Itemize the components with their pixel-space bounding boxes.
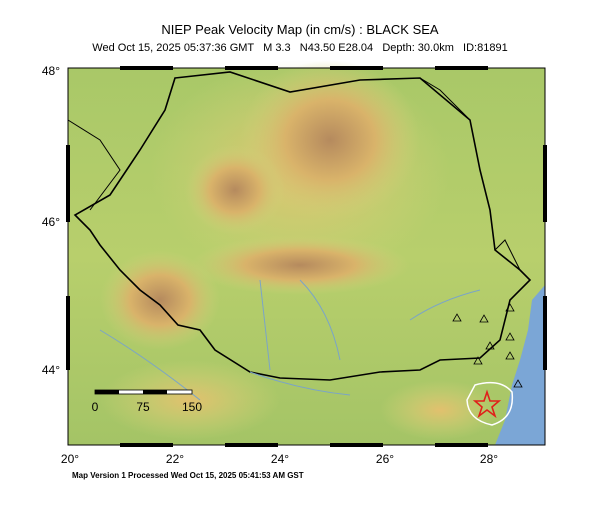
country-border bbox=[73, 71, 532, 381]
relief bbox=[240, 60, 420, 220]
lat-label: 46° bbox=[42, 215, 60, 229]
scale-label: 0 bbox=[92, 400, 99, 414]
frame-checks bbox=[66, 66, 547, 447]
epicenter bbox=[472, 389, 502, 419]
subtitle: Wed Oct 15, 2025 05:37:36 GMT M 3.3 N43.… bbox=[92, 42, 507, 54]
lat-label: 48° bbox=[42, 64, 60, 78]
frame bbox=[67, 67, 546, 446]
border bbox=[67, 77, 521, 271]
lon-label: 28° bbox=[480, 452, 498, 466]
relief bbox=[185, 145, 285, 235]
footer: Map Version 1 Processed Wed Oct 15, 2025… bbox=[72, 471, 304, 480]
scale-label: 150 bbox=[182, 400, 202, 414]
scale-bar: 0 75 150 bbox=[92, 389, 202, 414]
river bbox=[99, 279, 481, 401]
relief bbox=[100, 250, 220, 350]
lon-label: 26° bbox=[376, 452, 394, 466]
relief bbox=[100, 360, 280, 440]
lon-label: 22° bbox=[166, 452, 184, 466]
title: NIEP Peak Velocity Map (in cm/s) : BLACK… bbox=[161, 22, 439, 37]
relief bbox=[380, 380, 500, 440]
lon-label: 24° bbox=[271, 452, 289, 466]
map-area: 0 75 150 bbox=[66, 60, 547, 447]
stations bbox=[452, 303, 523, 388]
scale-label: 75 bbox=[136, 400, 150, 414]
lat-label: 44° bbox=[42, 363, 60, 377]
relief bbox=[190, 235, 410, 295]
contour bbox=[466, 381, 514, 426]
lon-label: 20° bbox=[61, 452, 79, 466]
black-sea bbox=[495, 285, 545, 445]
